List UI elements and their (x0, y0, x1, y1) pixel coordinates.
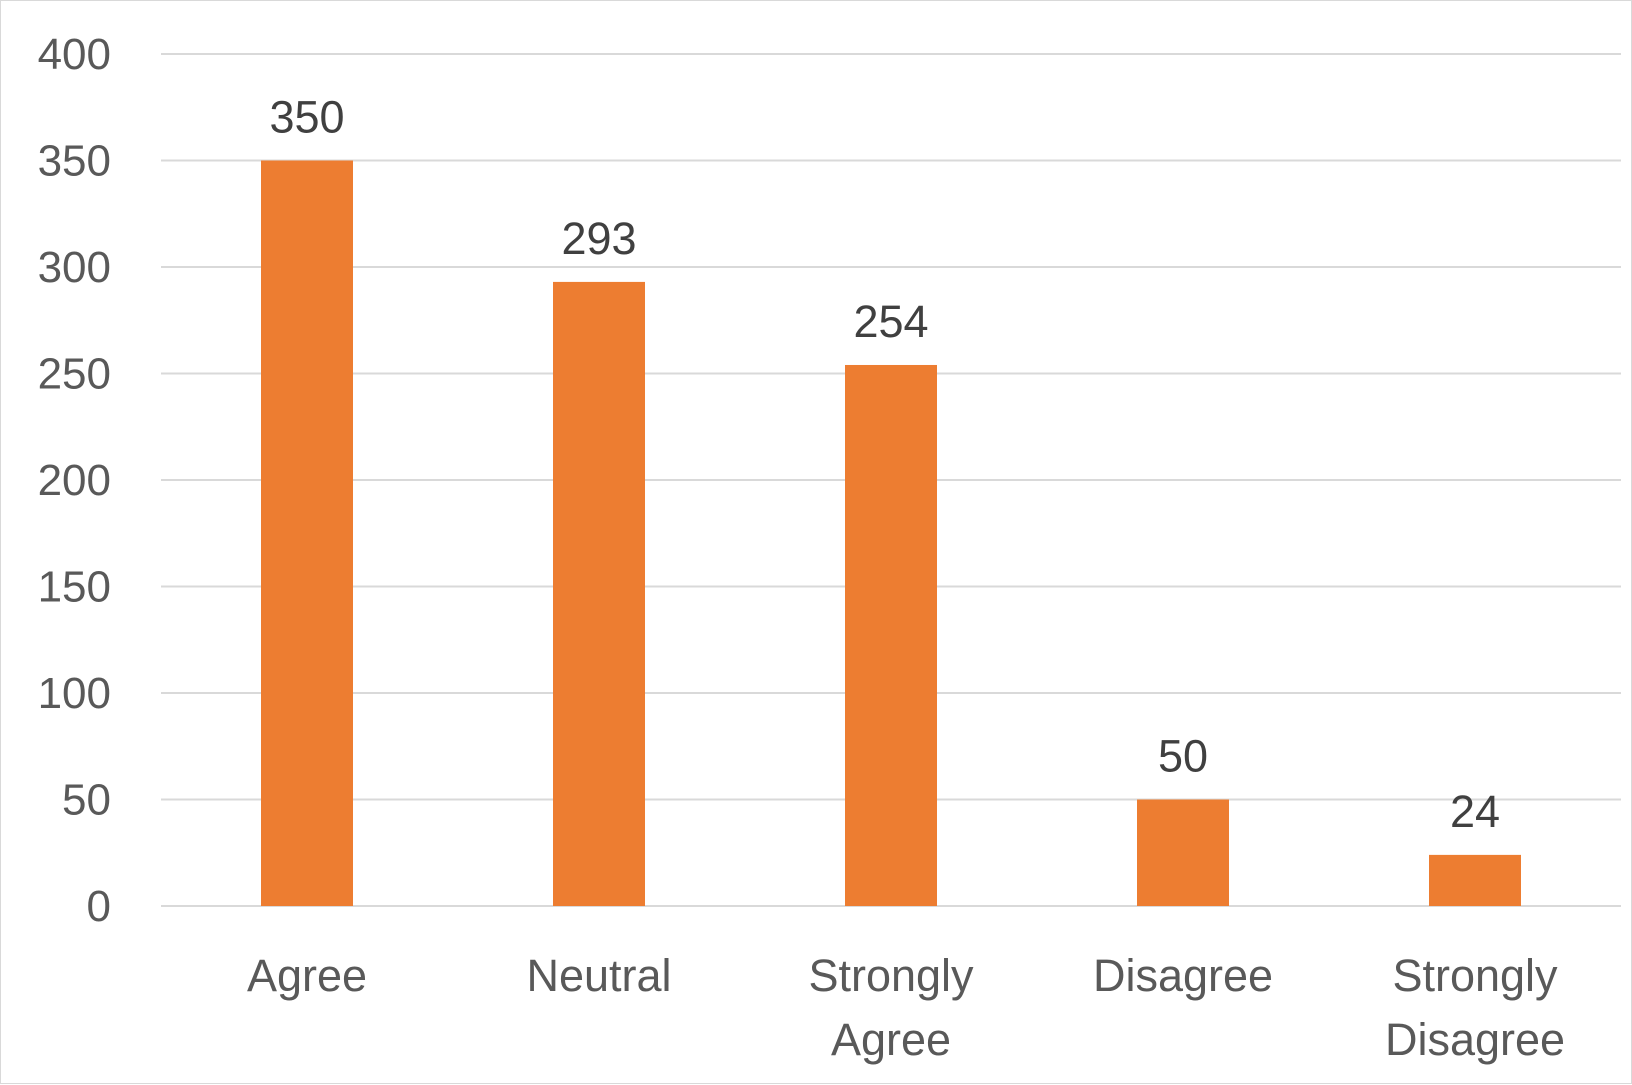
x-category-label: Neutral (526, 950, 671, 1001)
bars (261, 160, 1521, 907)
data-label: 24 (1450, 786, 1500, 837)
y-tick-label: 0 (87, 882, 111, 931)
data-label: 293 (561, 213, 636, 264)
x-category-label: Strongly Disagree (1385, 950, 1565, 1065)
x-category-label: Strongly Agree (808, 950, 974, 1065)
x-axis-category-labels: Agree Neutral Strongly Agree Disagree Strongl… (247, 950, 1565, 1065)
data-label: 254 (853, 296, 928, 347)
y-tick-label: 200 (38, 456, 111, 505)
bar-4 (1137, 799, 1229, 906)
data-label: 50 (1158, 731, 1208, 782)
y-tick-label: 300 (38, 243, 111, 292)
y-tick-label: 250 (38, 350, 111, 399)
bar-2 (553, 281, 645, 906)
data-label: 350 (269, 92, 344, 143)
data-labels: 350 293 254 50 24 (269, 92, 1500, 837)
y-tick-label: 100 (38, 669, 111, 718)
y-axis-tick-labels: 0 50 100 150 200 250 300 350 400 (38, 30, 111, 931)
bar-1 (261, 160, 353, 906)
x-category-label: Agree (247, 950, 367, 1001)
y-tick-label: 50 (62, 776, 111, 825)
y-tick-label: 350 (38, 137, 111, 186)
y-tick-label: 400 (38, 30, 111, 79)
y-tick-label: 150 (38, 563, 111, 612)
x-category-label: Disagree (1093, 950, 1273, 1001)
bar-5 (1429, 854, 1521, 906)
bar-3 (845, 364, 937, 907)
